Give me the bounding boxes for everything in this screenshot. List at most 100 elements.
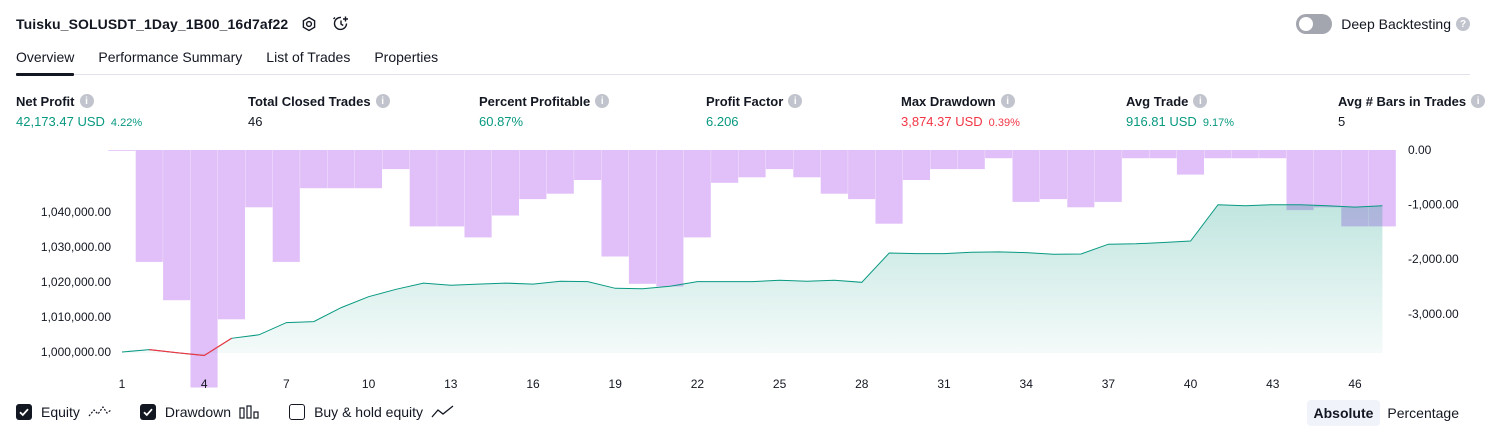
stat-avg-bars-in-trades: Avg # Bars in Trades i 5	[1338, 93, 1486, 130]
info-icon[interactable]: i	[595, 94, 610, 108]
stat-avg-trade: Avg Trade i 916.81 USD 9.17%	[1126, 93, 1234, 130]
drawdown-bar	[217, 150, 245, 320]
drawdown-bar	[848, 150, 876, 200]
x-axis-tick-label: 19	[609, 377, 623, 391]
stat-value: 6.206	[706, 114, 739, 129]
info-icon[interactable]: i	[1000, 94, 1015, 108]
stat-percent: 4.22%	[110, 117, 143, 129]
x-axis-tick-label: 46	[1348, 377, 1362, 391]
stat-label: Avg # Bars in Trades	[1338, 93, 1467, 109]
stat-value: 916.81 USD	[1126, 114, 1197, 129]
drawdown-bar	[628, 150, 656, 284]
drawdown-bar	[300, 150, 328, 189]
drawdown-checkbox[interactable]	[139, 404, 156, 420]
help-icon[interactable]: ?	[1456, 17, 1470, 31]
strategy-title: Tuisku_SOLUSDT_1Day_1B00_16d7af22	[16, 16, 289, 32]
stat-value: 3,874.37 USD	[901, 114, 983, 129]
drawdown-bar	[793, 150, 821, 178]
x-axis-tick-label: 10	[362, 377, 376, 391]
drawdown-bar	[902, 150, 930, 180]
stat-profit-factor: Profit Factor i 6.206	[706, 93, 803, 130]
x-axis-tick-label: 4	[201, 377, 208, 391]
x-axis-tick-label: 40	[1184, 377, 1198, 391]
drawdown-bar	[930, 150, 958, 170]
drawdown-bar	[656, 150, 684, 287]
drawdown-bar	[108, 150, 136, 151]
info-icon[interactable]: i	[788, 94, 803, 108]
drawdown-bar	[1259, 150, 1287, 159]
equity-area	[122, 204, 1383, 356]
equity-drawdown-chart[interactable]: 1,000,000.00 1,010,000.00 1,020,000.00 1,03…	[0, 140, 1486, 396]
left-axis-tick-label: 1,000,000.00	[41, 345, 111, 359]
deep-backtesting-label: Deep Backtesting	[1341, 16, 1451, 32]
drawdown-bar	[409, 150, 437, 227]
left-axis-tick-label: 1,020,000.00	[41, 275, 111, 289]
left-axis-tick-label: 1,010,000.00	[41, 310, 111, 324]
buy-hold-checkbox[interactable]	[289, 404, 306, 420]
drawdown-bar	[437, 150, 465, 227]
right-axis-tick-label: 0.00	[1408, 143, 1432, 157]
drawdown-bar	[1176, 150, 1204, 175]
stat-label: Percent Profitable	[479, 93, 591, 109]
drawdown-bar	[1204, 150, 1232, 159]
x-axis-tick-label: 25	[773, 377, 787, 391]
mode-absolute-button[interactable]: Absolute	[1306, 400, 1381, 426]
drawdown-bar	[327, 150, 355, 189]
equity-checkbox[interactable]	[16, 404, 32, 420]
stat-value: 46	[248, 114, 263, 129]
stat-label: Total Closed Trades	[248, 93, 371, 109]
alarm-plus-icon[interactable]	[330, 13, 352, 35]
info-icon[interactable]: i	[1471, 94, 1486, 108]
legend-label: Equity	[41, 404, 80, 420]
left-axis-tick-label: 1,030,000.00	[41, 240, 111, 254]
right-axis-tick-label: -2,000.00	[1408, 252, 1459, 266]
info-icon[interactable]: i	[79, 94, 94, 108]
info-icon[interactable]: i	[375, 94, 390, 108]
stat-label: Max Drawdown	[901, 93, 996, 109]
stat-value: 60.87%	[479, 114, 524, 129]
equity-below-initial-line	[149, 337, 232, 357]
drawdown-bar	[1149, 150, 1177, 159]
report-tabs: Overview Performance Summary List of Tra…	[16, 44, 1470, 76]
info-icon[interactable]: i	[1193, 94, 1208, 108]
tab-overview[interactable]: Overview	[16, 44, 75, 76]
report-header: Tuisku_SOLUSDT_1Day_1B00_16d7af22	[16, 12, 352, 36]
left-axis-tick-label: 1,040,000.00	[41, 205, 111, 219]
chart-legend: Equity Drawdown Buy & hold equity	[16, 404, 483, 420]
drawdown-bar	[491, 150, 519, 216]
drawdown-bar	[875, 150, 903, 224]
x-axis-tick-label: 31	[937, 377, 951, 391]
drawdown-bar	[1012, 150, 1040, 202]
drawdown-bars-icon	[239, 405, 261, 419]
x-axis-tick-label: 34	[1020, 377, 1034, 391]
legend-drawdown[interactable]: Drawdown	[139, 404, 261, 420]
drawdown-bar	[1286, 150, 1314, 211]
drawdown-bar	[1067, 150, 1095, 208]
drawdown-bar	[519, 150, 547, 200]
drawdown-bar	[135, 150, 163, 262]
drawdown-bar	[574, 150, 602, 180]
drawdown-bar	[738, 150, 766, 178]
stat-percent-profitable: Percent Profitable i 60.87%	[479, 93, 610, 130]
stat-total-closed-trades: Total Closed Trades i 46	[248, 93, 390, 130]
gear-icon[interactable]	[298, 13, 320, 35]
drawdown-bar	[1122, 150, 1150, 159]
x-axis-tick-label: 43	[1266, 377, 1280, 391]
legend-buy-hold[interactable]: Buy & hold equity	[289, 404, 455, 420]
legend-equity[interactable]: Equity	[16, 404, 112, 420]
stat-percent: 0.39%	[988, 117, 1020, 129]
x-axis-tick-label: 37	[1102, 377, 1116, 391]
drawdown-bar	[464, 150, 492, 238]
right-axis-tick-label: -3,000.00	[1408, 307, 1459, 321]
drawdown-bar	[1313, 150, 1341, 208]
deep-backtesting-toggle[interactable]	[1296, 14, 1333, 34]
x-axis-tick-label: 1	[119, 377, 126, 391]
stat-max-drawdown: Max Drawdown i 3,874.37 USD 0.39%	[901, 93, 1020, 130]
tab-list-of-trades[interactable]: List of Trades	[266, 49, 351, 65]
mode-percentage-button[interactable]: Percentage	[1387, 405, 1459, 421]
drawdown-bar	[957, 150, 985, 170]
tab-properties[interactable]: Properties	[374, 49, 439, 65]
drawdown-bar	[546, 150, 574, 194]
tab-performance-summary[interactable]: Performance Summary	[98, 49, 243, 65]
drawdown-bar	[683, 150, 711, 238]
